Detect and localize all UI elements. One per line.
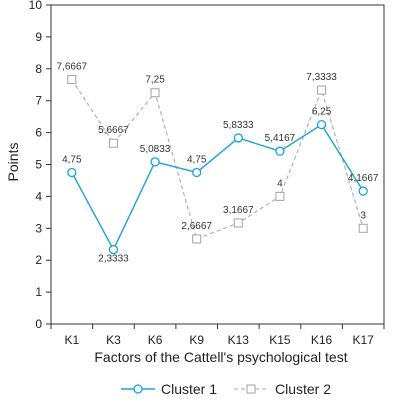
y-tick-label: 5 [35,158,42,172]
data-labels-layer: 7,6667 5,6667 7,25 2,6667 3,1667 4 7,3333 3 4,75… [57,61,379,264]
y-tick-label: 1 [35,285,42,299]
series-2-data-label: 5,6667 [98,125,129,136]
series-1-point [192,167,202,178]
series-2-data-label: 2,6667 [181,221,212,232]
series-1-data-label: 5,8333 [223,120,254,131]
x-tick-label: K9 [189,333,204,347]
plot-frame [50,4,385,325]
legend-cluster-2-label: Cluster 2 [275,381,331,397]
axes [50,4,385,325]
series-1-data-label: 5,0833 [140,144,171,155]
series-2-data-label: 7,25 [145,75,165,86]
series-1-point [67,167,77,178]
y-tick-label: 6 [35,126,42,140]
series-2-point [233,218,243,228]
x-tick-label: K1 [64,333,79,347]
y-tick-label: 7 [35,94,42,108]
y-ticks: 0 1 2 3 4 5 6 7 8 9 10 [29,0,51,331]
y-tick-label: 3 [35,221,42,235]
series-2-data-label: 3,1667 [223,205,254,216]
series-1-point [150,157,160,167]
y-tick-label: 10 [29,0,43,12]
series-2-point [108,138,118,148]
legend-cluster-1-marker [133,384,143,394]
y-tick-label: 8 [35,62,42,76]
series-1-data-label: 4,1667 [348,173,379,184]
x-tick-label: K6 [148,333,163,347]
series-2-data-label: 3 [360,210,366,221]
series-line-2 [71,79,364,240]
series-1-point [233,133,243,143]
x-tick-label: K17 [353,333,375,347]
series-2-data-label: 7,3333 [306,72,337,83]
series-2-data-label: 4 [277,178,283,189]
series-2-data-label: 7,6667 [57,61,88,72]
legend-cluster-2-marker [246,384,256,394]
x-tick-label: K16 [311,333,333,347]
series-2-point [150,88,160,98]
legend: Cluster 1 Cluster 2 [121,381,331,397]
x-tick-label: K13 [228,333,250,347]
series-1-point [275,146,285,156]
series-1-point [316,119,327,130]
x-tick-label: K3 [106,333,121,347]
series-1-data-label: 4,75 [62,154,82,165]
series-2-point [317,85,327,95]
series-1-data-label: 6,25 [312,107,332,118]
series-2-point [358,223,368,233]
y-tick-label: 4 [35,189,42,203]
series-2-point [192,234,202,244]
series-1-data-label: 4,75 [187,154,207,165]
y-axis-label: Points [5,143,21,182]
x-ticks: K1 K3 K6 K9 K13 K15 K16 K17 [50,324,385,347]
series-2-point [67,74,77,84]
series-1-point [358,186,368,196]
x-tick-label: K15 [269,333,291,347]
series-1-data-label: 5,4167 [265,133,296,144]
series-2-point [275,191,285,201]
series-1-point [108,244,119,255]
y-tick-label: 9 [35,30,42,44]
series-line-1 [71,123,364,252]
y-tick-label: 2 [35,253,42,267]
x-axis-label: Factors of the Cattell's psychological t… [94,349,347,365]
legend-cluster-1-label: Cluster 1 [161,381,217,397]
series-1-data-label: 2,3333 [98,254,129,265]
series-layer [67,74,368,255]
y-tick-label: 0 [35,317,42,331]
